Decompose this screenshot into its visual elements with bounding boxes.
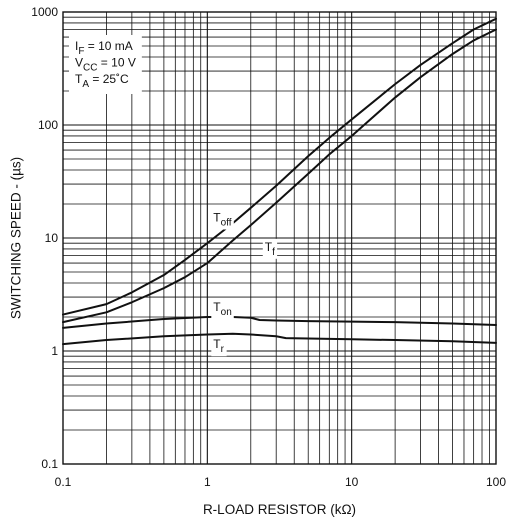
curve-label-r: Tr <box>213 337 224 355</box>
series-line-on <box>62 315 497 329</box>
condition-1: IF = 10 mA <box>75 39 133 57</box>
x-tick-label: 100 <box>486 475 506 489</box>
series-line-off <box>62 17 497 316</box>
x-tick-label: 1 <box>204 475 211 489</box>
series-line-f <box>62 28 497 324</box>
y-tick-label: 10 <box>45 231 59 245</box>
curve-labels: Toff Tf Ton Tr <box>211 209 278 357</box>
curve-label-bg <box>211 336 227 357</box>
x-axis-label: R-LOAD RESISTOR (kΩ) <box>203 502 356 517</box>
x-tick-labels: 0.1 1 10 100 <box>55 475 507 489</box>
y-tick-labels: 0.1 1 10 100 1000 <box>31 5 58 471</box>
curve-label-off: Toff <box>213 210 232 228</box>
conditions-box-bg <box>69 35 142 94</box>
condition-2: VCC = 10 V <box>75 56 136 74</box>
plot-frame <box>62 11 497 465</box>
y-tick-label: 1000 <box>31 5 58 19</box>
y-tick-label: 0.1 <box>41 457 58 471</box>
y-tick-label: 100 <box>38 118 58 132</box>
y-tick-label: 1 <box>51 344 58 358</box>
x-tick-label: 0.1 <box>55 475 72 489</box>
curve-label-on: Ton <box>213 300 231 318</box>
x-tick-label: 10 <box>345 475 359 489</box>
curve-label-f: Tf <box>265 240 275 258</box>
series-line-r <box>62 332 497 346</box>
curve-label-bg <box>262 238 278 259</box>
condition-3: TA = 25˚C <box>75 72 129 90</box>
curve-label-bg <box>211 209 234 230</box>
curve-label-bg <box>211 299 234 320</box>
grid-lines <box>63 12 496 464</box>
data-curves <box>62 17 497 346</box>
y-axis-label: SWITCHING SPEED - (µs) <box>9 157 24 319</box>
